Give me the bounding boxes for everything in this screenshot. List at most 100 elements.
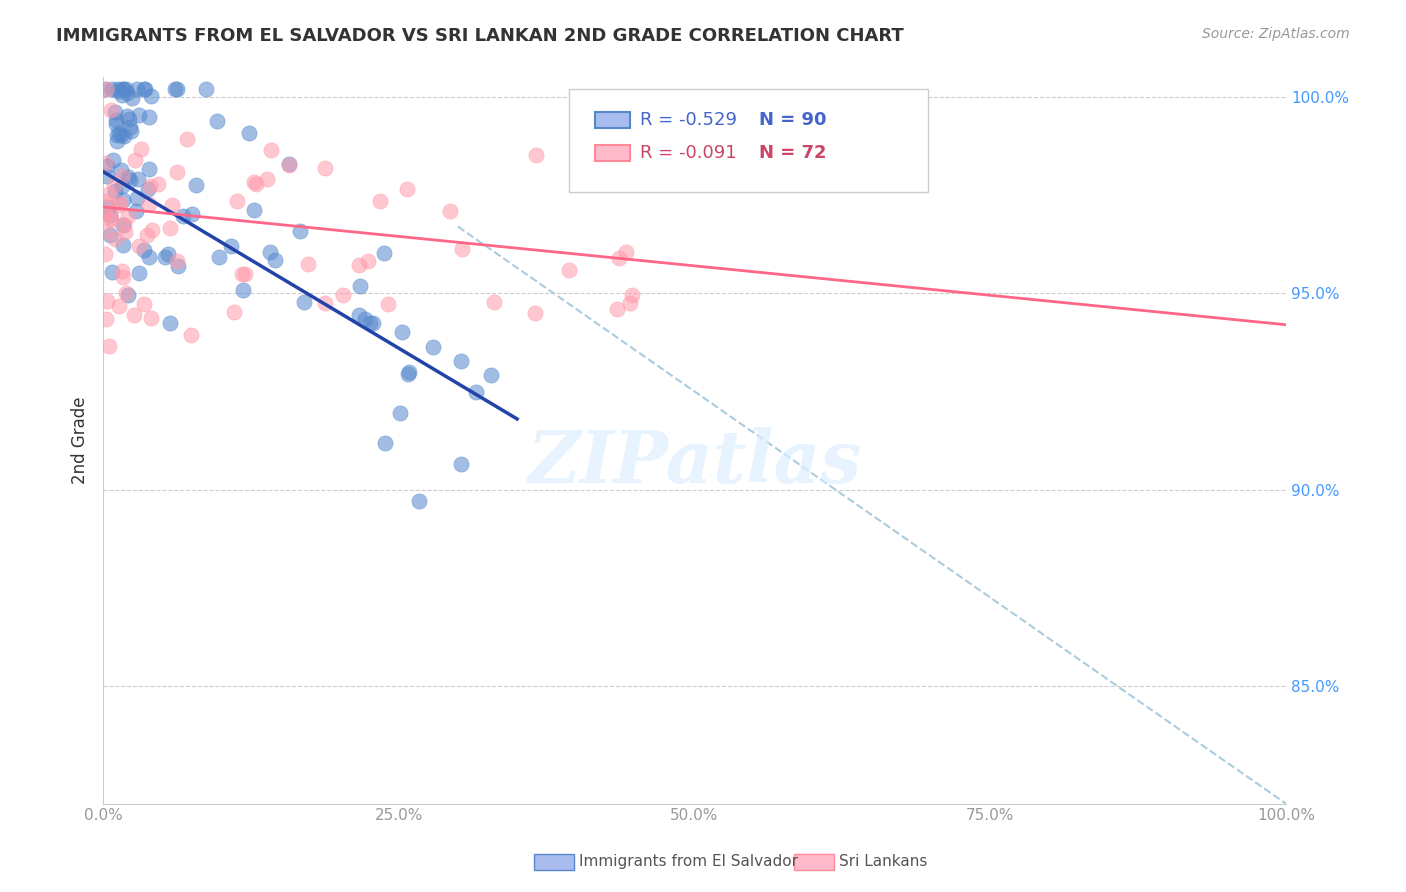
Point [396, 367, 419, 381]
Point [105, 128, 128, 142]
Point [111, 270, 134, 285]
Point [111, 179, 134, 194]
Point [132, 297, 155, 311]
Point [359, 316, 381, 330]
Point [117, 288, 139, 302]
Point [256, 172, 278, 186]
Point [398, 365, 420, 379]
Point [290, 223, 312, 237]
Point [112, 218, 135, 232]
Point [422, 340, 444, 354]
Point [166, 165, 188, 179]
Point [98, 187, 121, 202]
Point [388, 406, 411, 420]
Point [94, 206, 117, 220]
Point [114, 225, 136, 239]
Point [96, 293, 118, 308]
Point [132, 82, 155, 96]
Point [278, 157, 301, 171]
Point [138, 197, 160, 211]
Point [104, 232, 127, 246]
Point [125, 204, 148, 219]
Point [120, 173, 142, 187]
Point [361, 316, 384, 330]
Point [101, 265, 124, 279]
Point [277, 158, 299, 172]
Text: N = 90: N = 90 [759, 112, 827, 129]
Point [125, 82, 148, 96]
Point [524, 148, 547, 162]
Point [104, 113, 127, 128]
Point [105, 134, 128, 148]
Point [172, 209, 194, 223]
Point [124, 153, 146, 167]
Point [354, 311, 377, 326]
Point [450, 457, 472, 471]
Point [98, 208, 121, 222]
Point [222, 305, 245, 319]
Point [148, 177, 170, 191]
Point [96, 169, 118, 183]
Point [439, 203, 461, 218]
Point [96, 194, 118, 208]
Point [479, 368, 502, 383]
Point [395, 182, 418, 196]
Point [98, 227, 121, 242]
Point [115, 82, 138, 96]
Point [120, 124, 142, 138]
Point [108, 198, 131, 212]
Point [465, 384, 488, 399]
Point [225, 194, 247, 209]
Point [156, 246, 179, 260]
Point [108, 195, 131, 210]
Point [391, 326, 413, 340]
Point [104, 105, 127, 120]
Point [219, 239, 242, 253]
Point [451, 242, 474, 256]
Text: IMMIGRANTS FROM EL SALVADOR VS SRI LANKAN 2ND GRADE CORRELATION CHART: IMMIGRANTS FROM EL SALVADOR VS SRI LANKA… [56, 27, 904, 45]
Point [619, 295, 641, 310]
Point [163, 82, 186, 96]
Text: N = 72: N = 72 [759, 145, 827, 162]
Point [111, 218, 134, 232]
Point [94, 82, 117, 96]
Point [368, 194, 391, 208]
Point [138, 161, 160, 176]
Point [347, 308, 370, 322]
Point [125, 191, 148, 205]
Point [155, 251, 177, 265]
Point [349, 278, 371, 293]
Point [231, 267, 253, 281]
Point [132, 243, 155, 257]
Point [205, 113, 228, 128]
Point [259, 245, 281, 260]
Point [208, 250, 231, 264]
Point [96, 159, 118, 173]
Point [100, 211, 122, 225]
Point [108, 299, 131, 313]
Point [160, 198, 183, 212]
Point [232, 283, 254, 297]
Text: R = -0.529: R = -0.529 [640, 112, 737, 129]
Y-axis label: 2nd Grade: 2nd Grade [72, 397, 89, 484]
Point [194, 82, 217, 96]
Point [166, 82, 188, 96]
Point [105, 117, 128, 131]
Text: R = -0.091: R = -0.091 [640, 145, 737, 162]
Point [107, 84, 129, 98]
Point [377, 297, 399, 311]
Point [620, 287, 643, 301]
Text: Source: ZipAtlas.com: Source: ZipAtlas.com [1202, 27, 1350, 41]
Point [104, 184, 127, 198]
Point [176, 131, 198, 145]
Point [166, 260, 188, 274]
Point [450, 354, 472, 368]
Point [180, 207, 202, 221]
Point [118, 120, 141, 134]
Point [138, 251, 160, 265]
Point [103, 178, 125, 192]
Point [108, 126, 131, 140]
Point [111, 238, 134, 252]
Point [110, 169, 132, 184]
Point [614, 245, 637, 260]
